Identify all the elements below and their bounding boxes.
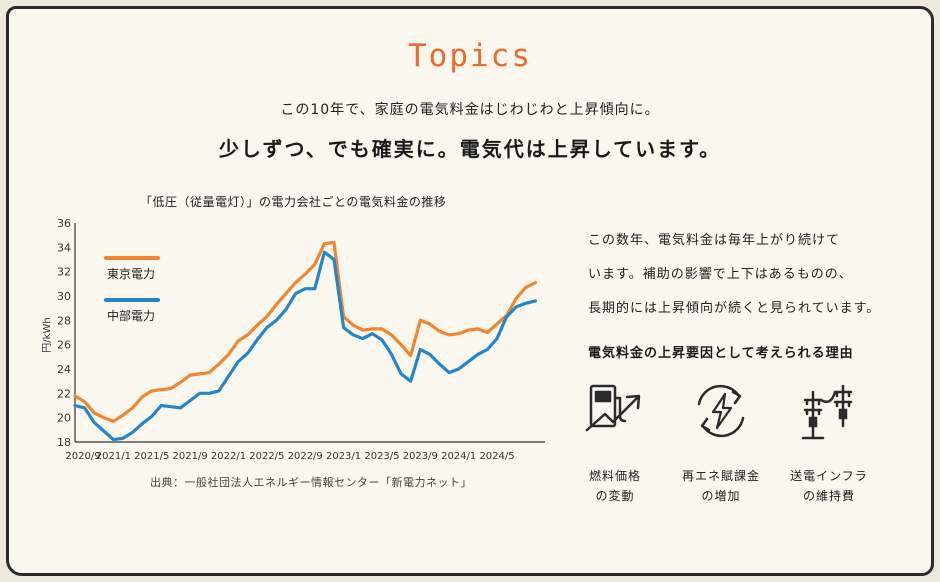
description: この数年、電気料金は毎年上がり続けて います。補助の影響で上下はあるものの、 長… — [588, 224, 888, 326]
topics-heading: Topics — [408, 38, 532, 74]
y-tick-label: 18 — [57, 436, 71, 449]
reasons-title: 電気料金の上昇要因として考えられる理由 — [588, 346, 854, 361]
legend-label: 中部電力 — [107, 308, 155, 323]
series-line-tokyo — [73, 240, 538, 423]
subtitle: この10年で、家庭の電気料金はじわじわと上昇傾向に。 — [280, 102, 660, 118]
x-tick-label: 2023/5 — [364, 451, 399, 462]
y-tick-label: 22 — [57, 387, 71, 400]
chart-title: 「低圧（従量電灯）」の電力会社ごとの電気料金の推移 — [140, 195, 447, 209]
x-tick-label: 2022/1 — [211, 451, 246, 462]
reason-fuel-price: 燃料価格 の変動 — [560, 380, 670, 506]
y-tick-label: 32 — [57, 266, 71, 279]
x-tick-label: 2020/9 — [65, 451, 100, 462]
reason-label-line: 再エネ賦課金 — [681, 469, 760, 483]
x-tick-label: 2021/5 — [134, 451, 169, 462]
page-frame — [6, 6, 934, 576]
headline-wrap: 少しずつ、でも確実に。電気代は上昇しています。 — [0, 133, 940, 165]
x-tick-label: 2021/9 — [173, 451, 208, 462]
source-note: 出典：一般社団法人エネルギー情報センター「新電力ネット」 — [150, 476, 472, 489]
reason-renewable: 再エネ賦課金 の増加 — [666, 380, 776, 506]
series-line-chubu — [73, 250, 538, 442]
legend-label: 東京電力 — [107, 267, 155, 281]
y-tick-label: 28 — [57, 314, 71, 327]
power-pylon-icon — [801, 384, 853, 440]
reason-label-line: の増加 — [701, 489, 741, 503]
reason-label-line: の変動 — [595, 489, 635, 503]
y-tick-label: 24 — [57, 363, 71, 376]
y-tick-label: 30 — [57, 290, 71, 303]
x-tick-label: 2024/5 — [479, 451, 514, 462]
description-line: この数年、電気料金は毎年上がり続けて — [588, 233, 841, 248]
y-axis-label: 円/kWh — [42, 317, 53, 352]
description-line: 長期的には上昇傾向が続くと見られています。 — [588, 301, 881, 316]
x-tick-label: 2024/1 — [441, 451, 476, 462]
reason-grid-infra: 送電インフラ の維持費 — [774, 380, 884, 506]
x-tick-label: 2023/1 — [326, 451, 361, 462]
description-line: います。補助の影響で上下はあるものの、 — [588, 267, 853, 282]
x-tick-label: 2021/1 — [96, 451, 131, 462]
x-tick-label: 2022/5 — [249, 451, 284, 462]
y-tick-label: 20 — [57, 412, 71, 425]
y-tick-label: 34 — [57, 241, 71, 254]
headline: 少しずつ、でも確実に。電気代は上昇しています。 — [212, 133, 728, 165]
x-tick-label: 2023/9 — [403, 451, 438, 462]
y-tick-label: 26 — [57, 339, 71, 352]
y-tick-label: 36 — [57, 217, 71, 230]
reason-label-line: の維持費 — [802, 489, 855, 503]
renewable-energy-icon — [697, 384, 745, 438]
reason-label-line: 送電インフラ — [790, 469, 868, 483]
x-tick-label: 2022/9 — [288, 451, 323, 462]
fuel-price-icon — [585, 384, 641, 432]
reason-label-line: 燃料価格 — [588, 469, 641, 483]
